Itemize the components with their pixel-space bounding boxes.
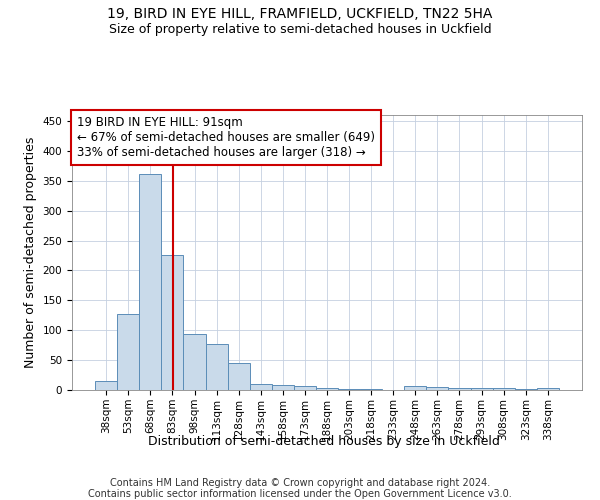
Bar — [227, 363, 250, 390]
Bar — [470, 388, 493, 390]
Bar — [404, 386, 427, 390]
Bar — [448, 388, 470, 390]
Bar — [184, 334, 206, 390]
Text: 19, BIRD IN EYE HILL, FRAMFIELD, UCKFIELD, TN22 5HA: 19, BIRD IN EYE HILL, FRAMFIELD, UCKFIEL… — [107, 8, 493, 22]
Text: Size of property relative to semi-detached houses in Uckfield: Size of property relative to semi-detach… — [109, 22, 491, 36]
Bar — [294, 386, 316, 390]
Bar — [250, 384, 272, 390]
Text: Contains HM Land Registry data © Crown copyright and database right 2024.: Contains HM Land Registry data © Crown c… — [110, 478, 490, 488]
Bar — [493, 388, 515, 390]
Bar — [161, 256, 184, 390]
Bar — [316, 388, 338, 390]
Text: 19 BIRD IN EYE HILL: 91sqm
← 67% of semi-detached houses are smaller (649)
33% o: 19 BIRD IN EYE HILL: 91sqm ← 67% of semi… — [77, 116, 375, 160]
Bar — [272, 385, 294, 390]
Text: Contains public sector information licensed under the Open Government Licence v3: Contains public sector information licen… — [88, 489, 512, 499]
Bar — [117, 314, 139, 390]
Bar — [95, 381, 117, 390]
Bar — [206, 344, 227, 390]
Bar — [537, 388, 559, 390]
Bar — [139, 174, 161, 390]
Bar — [427, 387, 448, 390]
Text: Distribution of semi-detached houses by size in Uckfield: Distribution of semi-detached houses by … — [148, 435, 500, 448]
Y-axis label: Number of semi-detached properties: Number of semi-detached properties — [24, 137, 37, 368]
